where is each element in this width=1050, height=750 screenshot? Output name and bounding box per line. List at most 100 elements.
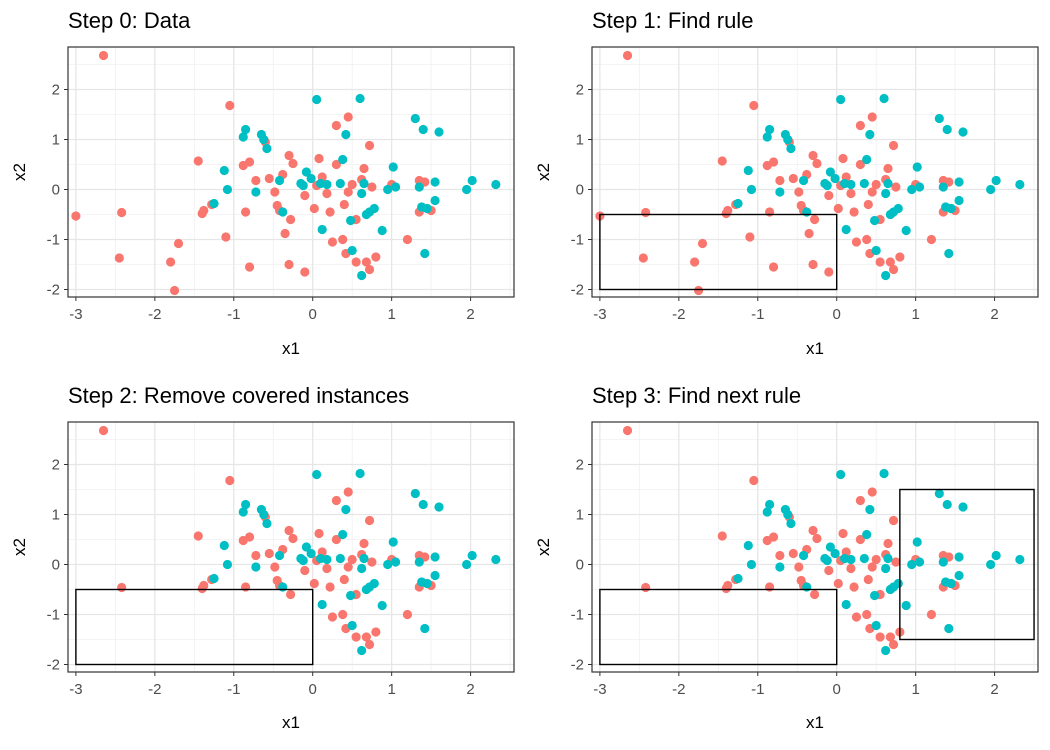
x-axis-label: x1 [806, 713, 824, 732]
data-point-teal [355, 468, 365, 479]
chart-title: Step 3: Find next rule [592, 383, 801, 408]
data-point-salmon [808, 150, 818, 161]
data-point-teal [467, 550, 477, 561]
x-tick-label: -3 [593, 306, 606, 323]
data-point-teal [786, 143, 796, 154]
data-point-salmon [855, 534, 865, 545]
data-point-salmon [745, 232, 755, 242]
data-point-salmon [169, 285, 180, 296]
data-point-salmon [284, 259, 294, 270]
x-axis-label: x1 [282, 339, 300, 358]
data-point-teal [762, 132, 772, 142]
data-point-teal [322, 179, 332, 190]
data-point-teal [836, 94, 846, 105]
data-point-teal [841, 599, 851, 610]
data-point-teal [491, 554, 501, 565]
data-point-salmon [788, 548, 798, 559]
data-point-salmon [895, 252, 905, 262]
data-point-salmon [309, 203, 319, 214]
data-point-salmon [371, 627, 381, 637]
y-axis-label: x2 [534, 163, 553, 181]
data-point-salmon [641, 582, 651, 593]
data-point-salmon [339, 574, 349, 585]
data-point-salmon [749, 475, 759, 486]
data-point-teal [944, 623, 954, 634]
data-point-teal [338, 154, 348, 165]
data-point-teal [859, 553, 869, 564]
data-point-teal [879, 93, 889, 104]
data-point-teal [1015, 179, 1025, 190]
data-point-teal [765, 499, 775, 510]
data-point-teal [914, 182, 925, 192]
data-point-salmon [284, 150, 294, 161]
data-point-salmon [883, 538, 893, 549]
data-point-salmon [867, 562, 877, 572]
data-point-teal [306, 548, 316, 559]
y-tick-label: -2 [47, 657, 60, 674]
chart-title: Step 0: Data [68, 8, 191, 33]
data-point-teal [434, 502, 444, 512]
data-point-salmon [849, 207, 859, 217]
data-point-teal [322, 554, 332, 565]
data-point-teal [338, 529, 348, 540]
data-point-teal [317, 224, 327, 235]
data-point-salmon [812, 533, 822, 544]
data-point-teal [430, 570, 440, 581]
data-point-teal [907, 184, 917, 195]
data-point-teal [954, 195, 964, 206]
data-point-teal [798, 550, 809, 561]
x-tick-label: -1 [751, 681, 764, 698]
data-point-teal [312, 469, 322, 480]
data-point-teal [798, 175, 809, 186]
data-point-salmon [926, 609, 937, 620]
data-point-teal [278, 207, 288, 217]
data-point-teal [259, 134, 269, 145]
data-point-teal [357, 645, 367, 656]
data-point-salmon [808, 525, 818, 536]
data-point-salmon [717, 156, 727, 166]
data-point-salmon [875, 257, 885, 267]
data-point-teal [914, 557, 925, 567]
data-point-teal [841, 224, 851, 235]
data-point-salmon [351, 257, 361, 267]
data-point-teal [907, 559, 917, 570]
data-point-teal [306, 173, 316, 184]
y-tick-label: 1 [576, 132, 584, 149]
data-point-salmon [765, 582, 775, 592]
data-point-salmon [808, 259, 818, 270]
data-point-salmon [173, 238, 184, 249]
data-point-teal [901, 600, 911, 611]
data-point-teal [430, 177, 440, 187]
data-point-teal [241, 499, 251, 510]
data-point-salmon [359, 163, 369, 174]
data-point-salmon [114, 253, 124, 263]
data-point-salmon [768, 157, 779, 167]
data-point-teal [825, 542, 835, 552]
data-point-salmon [327, 237, 338, 247]
data-point-salmon [331, 534, 341, 545]
x-tick-label: 0 [309, 681, 317, 698]
data-point-teal [390, 557, 401, 567]
data-point-salmon [888, 140, 899, 151]
data-point-salmon [241, 207, 251, 217]
data-point-salmon [885, 257, 895, 267]
data-point-salmon [824, 267, 834, 277]
data-point-salmon [280, 228, 290, 239]
data-point-salmon [98, 425, 109, 436]
data-point-salmon [824, 190, 834, 201]
y-tick-label: -2 [571, 657, 584, 674]
y-axis-label: x2 [534, 538, 553, 556]
data-point-teal [802, 582, 812, 592]
rule-rectangle [899, 488, 1035, 641]
data-point-teal [946, 203, 956, 214]
x-tick-label: 1 [387, 681, 395, 698]
data-point-salmon [690, 257, 700, 267]
rule-rectangle [599, 588, 838, 666]
data-point-teal [274, 550, 285, 561]
data-point-teal [938, 182, 948, 192]
data-point-teal [881, 645, 891, 656]
data-point-teal [418, 124, 428, 135]
data-point-teal [862, 529, 872, 540]
data-point-salmon [343, 562, 353, 572]
data-point-salmon [794, 562, 804, 572]
